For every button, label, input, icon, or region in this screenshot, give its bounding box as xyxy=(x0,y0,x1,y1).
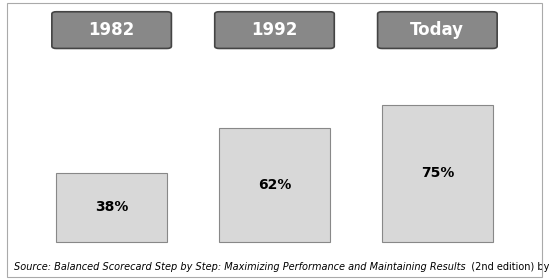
Text: Source: Balanced Scorecard Step by Step: Maximizing Performance and Maintaining : Source: Balanced Scorecard Step by Step:… xyxy=(14,262,466,272)
Bar xyxy=(56,172,167,242)
Text: 1982: 1982 xyxy=(88,21,135,39)
FancyBboxPatch shape xyxy=(52,12,171,48)
Bar xyxy=(219,129,330,242)
Bar xyxy=(382,105,493,242)
Text: 38%: 38% xyxy=(95,200,128,214)
Text: (2nd edition) by Paul R. Niven: (2nd edition) by Paul R. Niven xyxy=(466,262,549,272)
FancyBboxPatch shape xyxy=(215,12,334,48)
Text: 75%: 75% xyxy=(421,166,454,180)
Text: Today: Today xyxy=(410,21,464,39)
Text: 1992: 1992 xyxy=(251,21,298,39)
FancyBboxPatch shape xyxy=(378,12,497,48)
Text: 62%: 62% xyxy=(258,178,291,192)
